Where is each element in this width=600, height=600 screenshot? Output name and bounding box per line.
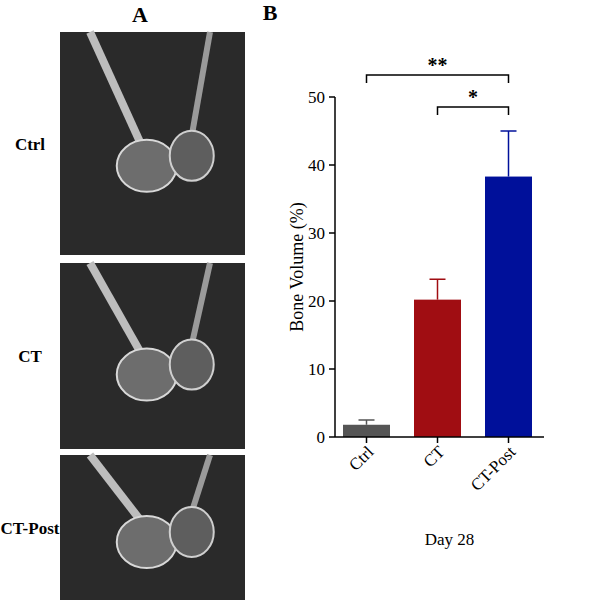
bone-shaft xyxy=(192,263,210,345)
y-axis-label: Bone Volume (%) xyxy=(287,202,308,331)
image-background xyxy=(60,32,245,255)
panel-label: B xyxy=(263,0,278,25)
ct-image xyxy=(60,455,245,600)
error-cap xyxy=(359,419,375,421)
bone-joint xyxy=(170,340,214,390)
image-background xyxy=(60,455,245,600)
bone-shaft xyxy=(192,32,210,136)
x-tick-label: CT-Post xyxy=(467,442,520,495)
bone-joint xyxy=(117,140,177,192)
bone-joint xyxy=(117,516,177,568)
x-tick xyxy=(508,437,510,443)
error-cap xyxy=(430,278,446,280)
y-tick xyxy=(329,96,335,98)
error-line xyxy=(508,131,510,177)
bracket-line xyxy=(367,75,509,83)
ct-image xyxy=(60,32,245,255)
y-tick xyxy=(329,232,335,234)
y-tick-label: 10 xyxy=(308,360,325,379)
bars xyxy=(343,131,532,437)
bar xyxy=(414,300,461,437)
bone-shaft xyxy=(90,263,142,355)
significance-bracket xyxy=(367,75,509,83)
y-tick-label: 0 xyxy=(317,428,326,447)
ct-image xyxy=(60,263,245,449)
y-tick xyxy=(329,164,335,166)
y-tick-label: 20 xyxy=(308,292,325,311)
x-tick xyxy=(366,437,368,443)
y-tick-label: 40 xyxy=(308,156,325,175)
y-tick-label: 30 xyxy=(308,224,325,243)
bone-joint xyxy=(170,131,214,181)
error-bar xyxy=(359,420,375,425)
image-label: CT xyxy=(18,347,42,366)
y-tick xyxy=(329,300,335,302)
significance-label: ** xyxy=(428,54,448,76)
error-cap xyxy=(501,130,517,132)
error-bar xyxy=(501,131,517,177)
bone-joint xyxy=(117,349,177,401)
panel-label: A xyxy=(132,2,148,27)
bone-joint xyxy=(170,507,214,557)
bar xyxy=(485,177,532,437)
x-tick-label: Ctrl xyxy=(345,442,377,474)
significance-label: * xyxy=(468,86,478,108)
x-axis-label: Day 28 xyxy=(425,530,475,549)
bone-shaft xyxy=(90,455,142,522)
x-tick xyxy=(437,437,439,443)
image-background xyxy=(60,263,245,449)
bone-shaft xyxy=(192,455,210,512)
y-tick-label: 50 xyxy=(308,88,325,107)
x-tick-label: CT xyxy=(420,442,449,471)
bone-shaft xyxy=(90,32,142,146)
y-tick xyxy=(329,436,335,438)
y-tick xyxy=(329,368,335,370)
significance-bracket xyxy=(438,107,509,115)
bracket-line xyxy=(438,107,509,115)
bar xyxy=(343,425,390,437)
error-line xyxy=(437,279,439,299)
image-label: Ctrl xyxy=(15,135,45,154)
image-label: CT-Post xyxy=(1,519,60,538)
figure: A Ctrl CT CT-Post B 0 10 20 30 40 50 Bone Volume (%… xyxy=(0,0,600,600)
y-axis xyxy=(334,97,336,437)
error-bar xyxy=(430,279,446,299)
